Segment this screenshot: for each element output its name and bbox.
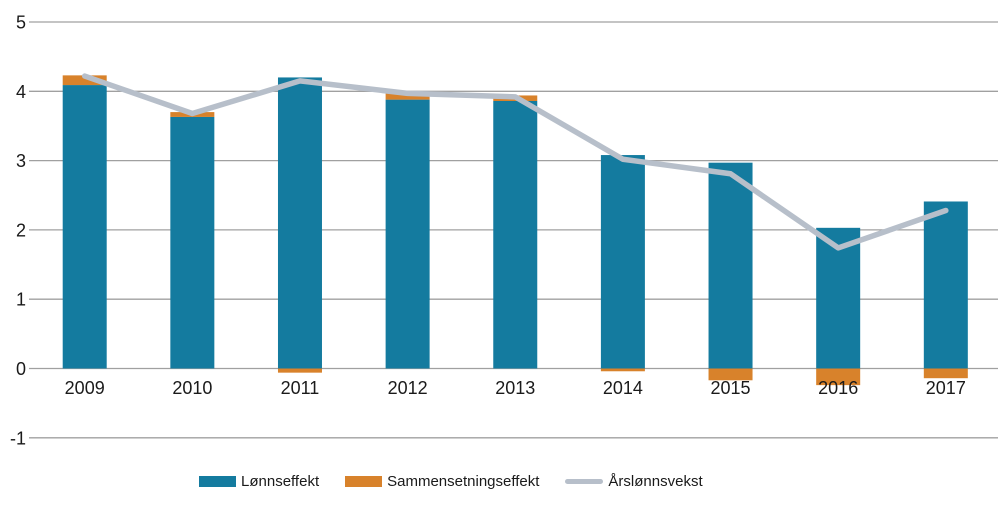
bar-sammensetningseffekt — [62, 75, 107, 86]
y-axis-tick-label: 5 — [16, 13, 26, 33]
bar-sammensetningseffekt — [385, 93, 430, 100]
legend-swatch-arslonnsvekst-icon — [565, 478, 604, 484]
x-axis-tick-label: 2013 — [495, 378, 535, 398]
x-axis-tick-label: 2017 — [926, 378, 966, 398]
x-axis-tick-label: 2016 — [818, 378, 858, 398]
legend-item-lonnseffekt: Lønnseffekt — [199, 473, 319, 490]
bar-sammensetningseffekt — [277, 368, 322, 373]
legend-swatch-lonnseffekt-icon — [199, 475, 236, 487]
legend-label-lonnseffekt: Lønnseffekt — [241, 472, 320, 490]
legend-item-arslonnsvekst: Årslønnsvekst — [565, 472, 703, 490]
y-axis-tick-label: 3 — [16, 151, 26, 171]
y-axis-tick-label: -1 — [10, 428, 26, 448]
bar-sammensetningseffekt — [923, 368, 968, 379]
bar-lonnseffekt — [493, 101, 538, 369]
chart-legend: Lønnseffekt Sammensetningseffekt Årslønn… — [199, 471, 703, 491]
y-axis-tick-label: 2 — [16, 220, 26, 240]
legend-label-arslonnsvekst: Årslønnsvekst — [608, 472, 703, 490]
x-axis-tick-label: 2012 — [388, 378, 428, 398]
legend-swatch-sammensetningseffekt-icon — [345, 475, 383, 487]
bar-lonnseffekt — [277, 77, 322, 369]
x-axis-tick-label: 2014 — [603, 378, 643, 398]
bar-lonnseffekt — [385, 99, 430, 369]
y-axis-tick-label: 0 — [16, 359, 26, 379]
bar-sammensetningseffekt — [816, 368, 861, 386]
bar-sammensetningseffekt — [600, 368, 645, 372]
line-arslonnsvekst — [81, 73, 949, 251]
x-axis-tick-label: 2010 — [172, 378, 212, 398]
x-axis-tick-label: 2015 — [711, 378, 751, 398]
bar-lonnseffekt — [170, 116, 215, 369]
bar-lonnseffekt — [708, 162, 753, 369]
bar-lonnseffekt — [62, 85, 107, 369]
bar-lonnseffekt — [816, 227, 861, 369]
x-axis-tick-label: 2011 — [281, 378, 320, 398]
bar-lonnseffekt — [923, 201, 968, 369]
legend-label-sammensetningseffekt: Sammensetningseffekt — [387, 472, 540, 490]
bar-sammensetningseffekt — [708, 368, 753, 381]
y-axis-tick-label: 4 — [16, 82, 26, 102]
legend-item-sammensetningseffekt: Sammensetningseffekt — [345, 473, 539, 490]
x-axis-tick-label: 2009 — [65, 378, 105, 398]
y-axis-tick-label: 1 — [16, 290, 26, 310]
bar-lonnseffekt — [600, 155, 645, 369]
